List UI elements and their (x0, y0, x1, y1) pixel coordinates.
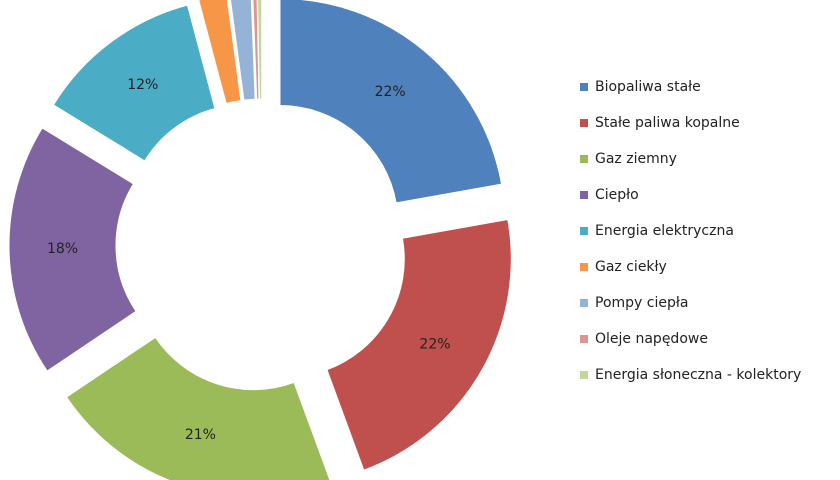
donut-slice (8, 127, 137, 372)
legend-label: Oleje napędowe (595, 331, 708, 347)
donut-slice (257, 0, 263, 100)
donut-slice (230, 0, 256, 101)
donut-slice (52, 4, 216, 162)
donut-slice (279, 0, 503, 204)
data-label: 12% (127, 77, 158, 93)
legend-swatch (580, 335, 588, 343)
legend-swatch (580, 83, 588, 91)
legend-swatch (580, 191, 588, 199)
legend: Biopaliwa stałe Stałe paliwa kopalne Gaz z… (580, 79, 801, 383)
legend-swatch (580, 119, 588, 127)
legend-swatch (580, 155, 588, 163)
legend-label: Pompy ciepła (595, 295, 688, 311)
donut-slice (252, 0, 260, 100)
legend-swatch (580, 371, 588, 379)
data-label: 22% (419, 336, 450, 352)
legend-label: Gaz ciekły (595, 259, 667, 275)
donut: 22% 22% 21% 18% 12% (8, 0, 512, 480)
donut-slice (326, 218, 512, 471)
legend-swatch (580, 263, 588, 271)
legend-label: Stałe paliwa kopalne (595, 115, 740, 131)
legend-label: Energia słoneczna - kolektory (595, 367, 801, 383)
data-label: 18% (47, 241, 78, 257)
legend-label: Biopaliwa stałe (595, 79, 701, 95)
legend-swatch (580, 227, 588, 235)
legend-swatch (580, 299, 588, 307)
donut-slice (65, 336, 331, 480)
legend-label: Ciepło (595, 187, 639, 203)
data-label: 22% (375, 84, 406, 100)
legend-label: Energia elektryczna (595, 223, 734, 239)
data-label: 21% (185, 427, 216, 443)
donut-slice (198, 0, 242, 105)
legend-label: Gaz ziemny (595, 151, 677, 167)
